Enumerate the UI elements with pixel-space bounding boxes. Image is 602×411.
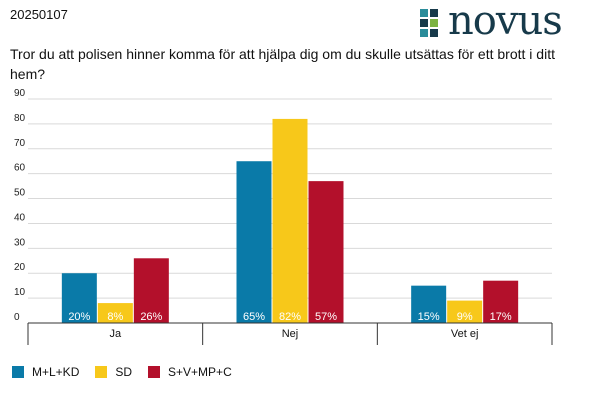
- y-tick-label: 60: [14, 163, 26, 174]
- y-tick-label: 80: [14, 113, 26, 124]
- report-date: 20250107: [10, 7, 68, 22]
- legend-swatch: [148, 366, 161, 378]
- x-tick-label: Ja: [110, 328, 123, 340]
- legend-label: SD: [115, 365, 133, 379]
- bar-value-label: 8%: [107, 311, 123, 323]
- bar-value-label: 17%: [490, 311, 512, 323]
- bar: [411, 285, 447, 323]
- survey-question: Tror du att polisen hinner komma för att…: [10, 46, 555, 82]
- legend-label: M+L+KD: [32, 365, 80, 379]
- bar-value-label: 26%: [140, 311, 162, 323]
- bar: [97, 303, 133, 323]
- bar: [133, 258, 169, 323]
- y-tick-label: 40: [14, 212, 26, 223]
- bars: 20% 8% 26% 65% 82% 57% 15% 9% 17%: [61, 118, 519, 324]
- legend-item-sd: SD: [95, 365, 132, 379]
- legend-label: S+V+MP+C: [168, 365, 232, 379]
- bar-value-label: 57%: [315, 311, 337, 323]
- bar: [272, 118, 308, 324]
- novus-logo-mark-icon: [420, 9, 448, 37]
- bar: [61, 273, 97, 323]
- x-axis: Ja Nej Vet ej: [27, 322, 553, 345]
- y-tick-label: 90: [14, 88, 26, 99]
- y-tick-label: 10: [14, 287, 26, 298]
- novus-logo: novus: [420, 0, 596, 43]
- bar-value-label: 82%: [279, 311, 301, 323]
- bar: [483, 280, 519, 323]
- legend-item-s-v-mp-c: S+V+MP+C: [148, 365, 232, 379]
- y-tick-label: 20: [14, 262, 26, 273]
- x-tick-label: Vet ej: [451, 328, 479, 340]
- bar-value-label: 65%: [243, 311, 265, 323]
- legend-swatch: [95, 366, 108, 378]
- bar: [236, 161, 272, 323]
- bar: [308, 181, 344, 323]
- bar-value-label: 20%: [68, 311, 90, 323]
- bar: [447, 300, 483, 323]
- y-tick-label: 50: [14, 188, 26, 199]
- legend: M+L+KD SD S+V+MP+C: [12, 365, 232, 379]
- bar-value-label: 15%: [418, 311, 440, 323]
- x-tick-label: Nej: [282, 328, 299, 340]
- y-axis-ticks: 0 10 20 30 40 50 60 70 80 90: [14, 88, 26, 323]
- legend-item-m-l-kd: M+L+KD: [12, 365, 79, 379]
- legend-swatch: [12, 366, 24, 378]
- bar-value-label: 9%: [457, 311, 473, 323]
- y-tick-label: 0: [14, 312, 20, 323]
- y-tick-label: 30: [14, 237, 26, 248]
- y-tick-label: 70: [14, 138, 26, 149]
- novus-logo-text: novus: [448, 0, 563, 44]
